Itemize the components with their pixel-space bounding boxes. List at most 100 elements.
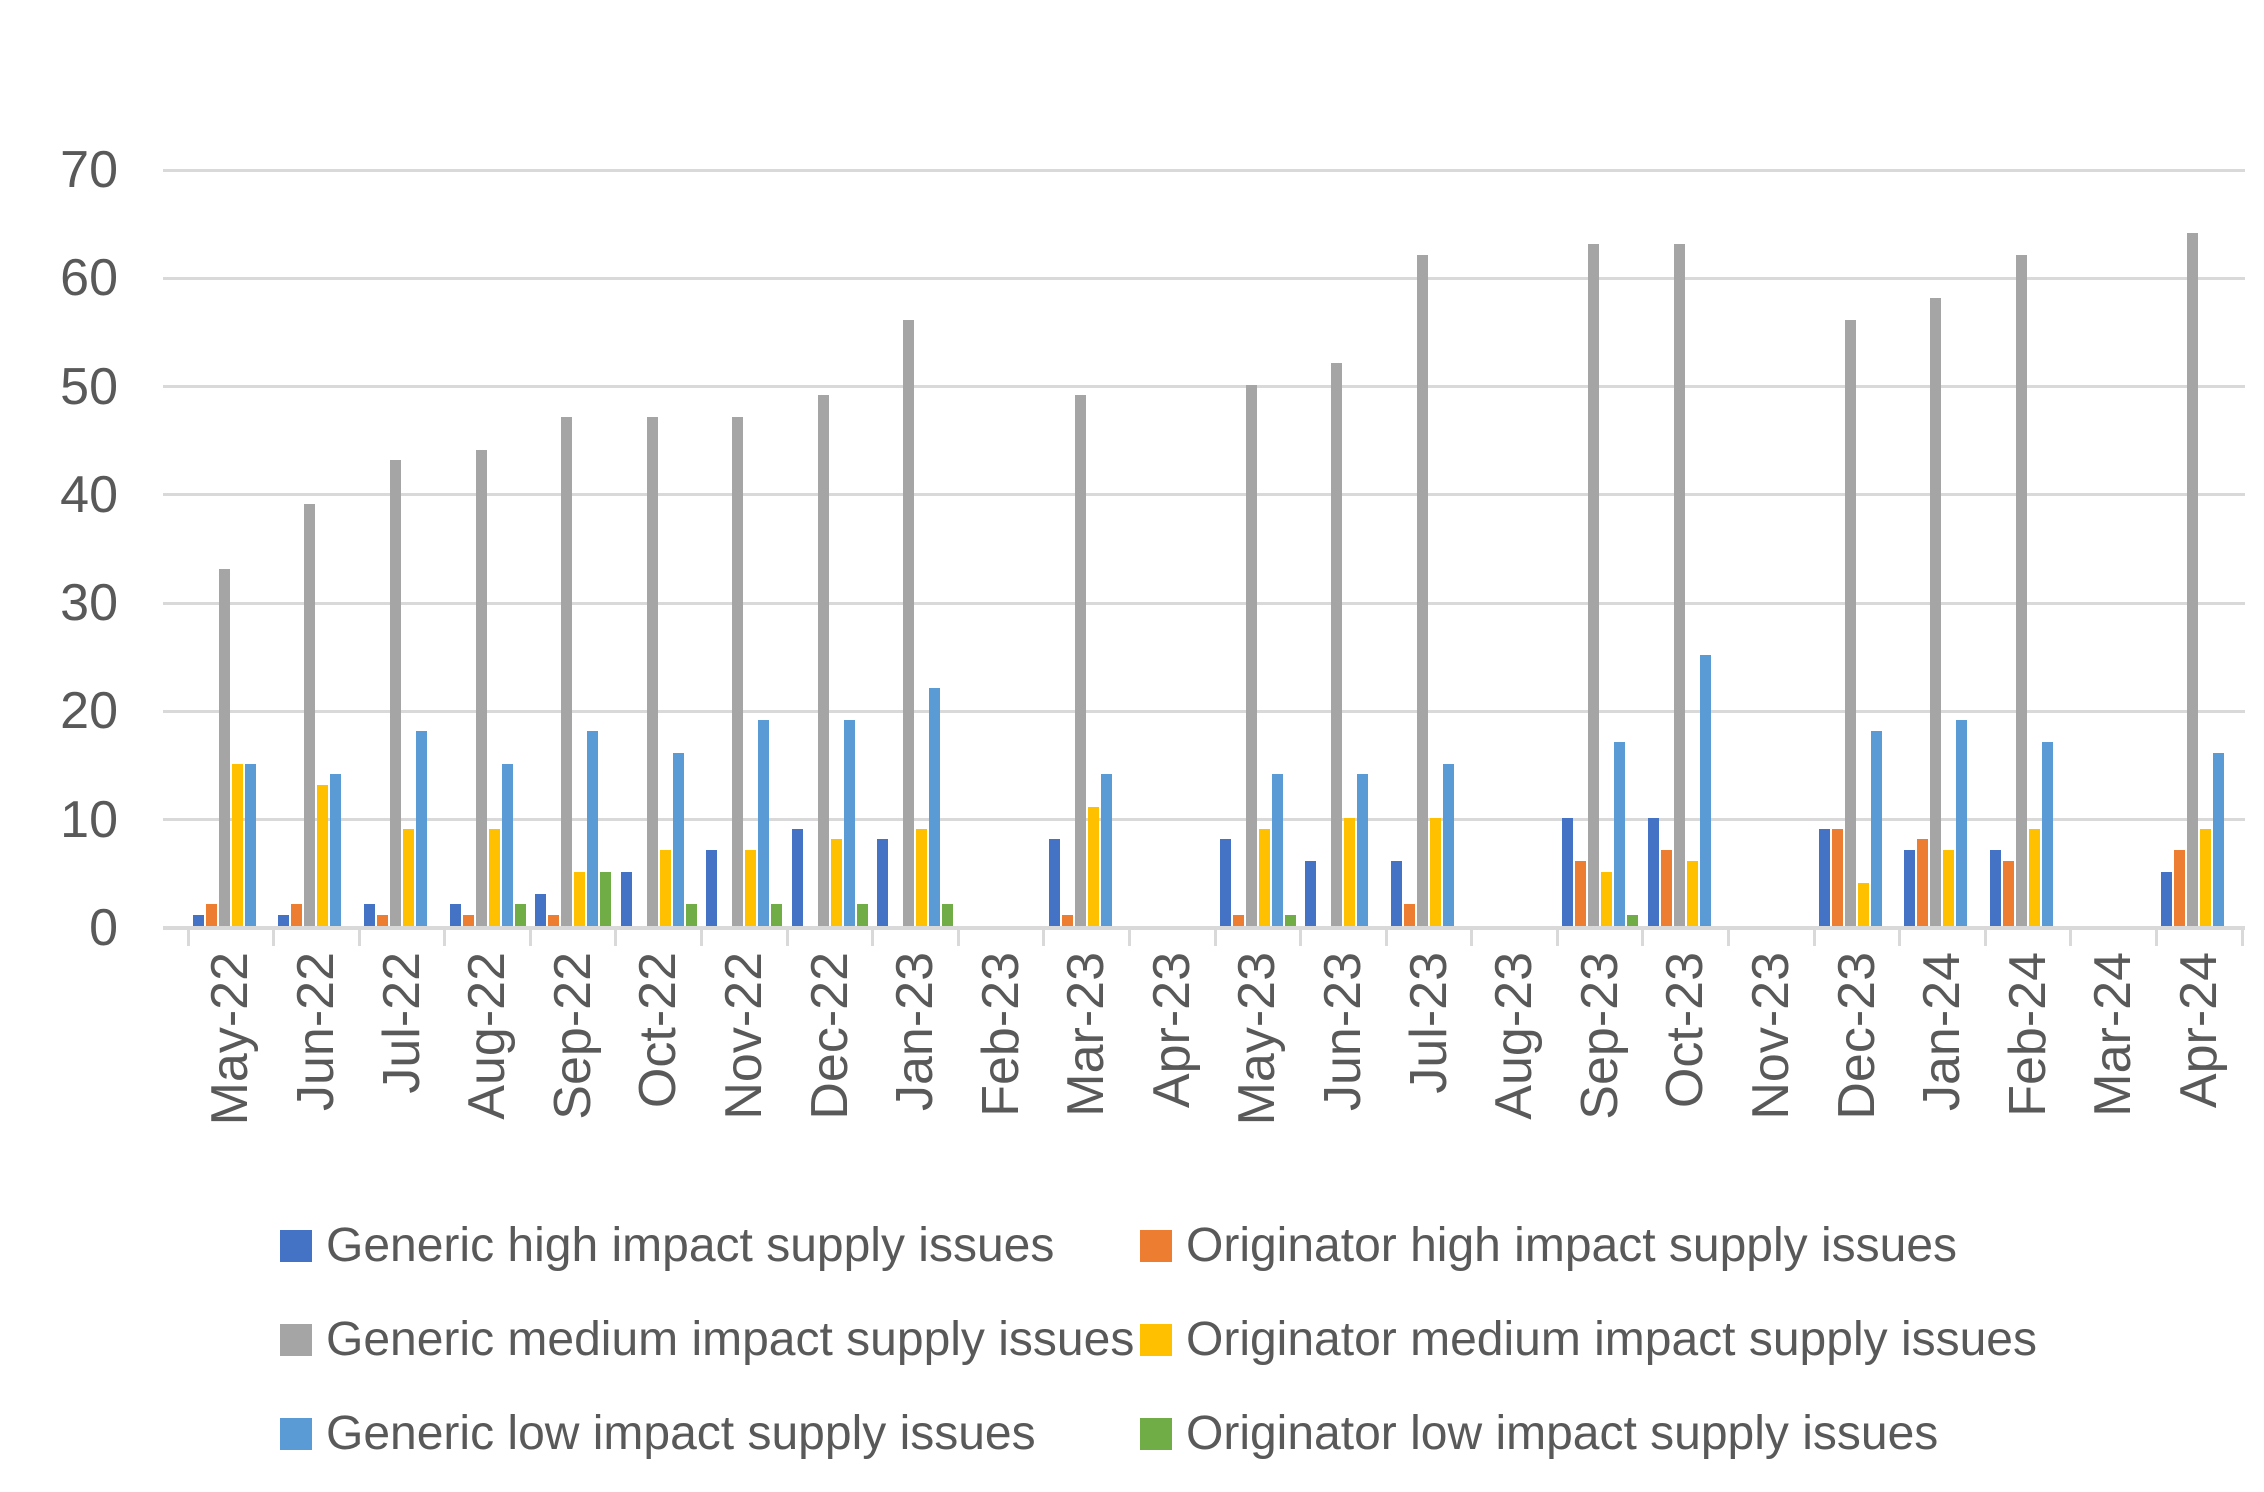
bar-Jun-23-generic-medium-impact-supply-issues — [1331, 362, 1343, 926]
bar-Sep-22-originator-high-impact-supply-issues — [548, 915, 560, 926]
x-axis-label-Dec-22: Dec-22 — [800, 952, 859, 1120]
bar-group-Mar-23 — [1044, 170, 1130, 926]
x-axis-label-slot: Mar-24 — [2071, 952, 2157, 1182]
bar-group-Nov-23 — [1729, 170, 1815, 926]
bar-May-23-generic-high-impact-supply-issues — [1219, 839, 1231, 926]
bar-Sep-22-originator-medium-impact-supply-issues — [574, 871, 586, 926]
bar-group-Feb-23 — [958, 170, 1044, 926]
x-axis-label-slot: Apr-23 — [1129, 952, 1215, 1182]
legend-swatch-icon — [1140, 1324, 1172, 1356]
x-axis-label-Feb-24: Feb-24 — [1998, 952, 2057, 1117]
bar-group-Jun-23 — [1301, 170, 1387, 926]
x-axis-tick — [2069, 930, 2073, 946]
bar-Jun-22-generic-high-impact-supply-issues — [278, 915, 290, 926]
x-axis-label-slot: Feb-24 — [1985, 952, 2071, 1182]
x-axis-label-Jan-23: Jan-23 — [886, 952, 945, 1111]
x-axis-label-slot: Aug-22 — [445, 952, 531, 1182]
bar-Jul-22-generic-high-impact-supply-issues — [363, 904, 375, 926]
bar-Jan-24-generic-high-impact-supply-issues — [1904, 850, 1916, 926]
bar-Dec-23-generic-high-impact-supply-issues — [1818, 828, 1830, 926]
gridline-y20 — [163, 709, 2245, 713]
y-axis-tick-label: 10 — [60, 790, 118, 849]
y-axis-tick-label: 40 — [60, 465, 118, 524]
x-axis-tick — [1641, 930, 1645, 946]
legend-item-generic-medium-impact-supply-issues: Generic medium impact supply issues — [280, 1316, 1140, 1364]
x-axis-label-slot: May-23 — [1215, 952, 1301, 1182]
bar-Jan-23-generic-low-impact-supply-issues — [929, 687, 941, 926]
bar-Sep-22-generic-medium-impact-supply-issues — [561, 417, 573, 926]
bar-Jun-22-generic-low-impact-supply-issues — [330, 774, 342, 926]
bar-group-Nov-22 — [702, 170, 788, 926]
x-axis-tick — [1213, 930, 1217, 946]
chart-legend: Generic high impact supply issues Origina… — [280, 1222, 2037, 1458]
bar-Jan-24-generic-medium-impact-supply-issues — [1930, 297, 1942, 926]
bar-Feb-24-generic-medium-impact-supply-issues — [2016, 254, 2028, 926]
bar-Sep-23-originator-high-impact-supply-issues — [1575, 861, 1587, 926]
bar-Jan-23-originator-low-impact-supply-issues — [942, 904, 954, 926]
bar-Oct-22-generic-high-impact-supply-issues — [620, 871, 632, 926]
y-axis-tick-label: 50 — [60, 357, 118, 416]
x-axis-tick — [614, 930, 618, 946]
x-axis-label-slot: Nov-23 — [1729, 952, 1815, 1182]
bar-Nov-22-originator-medium-impact-supply-issues — [745, 850, 757, 926]
x-axis-label-slot: Jun-23 — [1301, 952, 1387, 1182]
bar-Sep-23-generic-low-impact-supply-issues — [1614, 741, 1626, 926]
bar-Dec-22-originator-low-impact-supply-issues — [856, 904, 868, 926]
gridline-y10 — [163, 818, 2245, 822]
x-axis-tick — [785, 930, 789, 946]
legend-swatch-icon — [1140, 1418, 1172, 1450]
bar-Jul-23-generic-low-impact-supply-issues — [1442, 763, 1454, 926]
bar-group-Jul-22 — [359, 170, 445, 926]
bar-Jul-23-originator-high-impact-supply-issues — [1403, 904, 1415, 926]
x-axis-label-Nov-22: Nov-22 — [714, 952, 773, 1120]
x-axis-tick — [1042, 930, 1046, 946]
bar-Jul-22-originator-medium-impact-supply-issues — [402, 828, 414, 926]
bar-Oct-23-originator-high-impact-supply-issues — [1660, 850, 1672, 926]
bar-group-Aug-22 — [445, 170, 531, 926]
bar-May-22-originator-medium-impact-supply-issues — [231, 763, 243, 926]
x-axis-tick — [1727, 930, 1730, 946]
bar-Mar-23-originator-high-impact-supply-issues — [1061, 915, 1073, 926]
bar-Apr-24-originator-medium-impact-supply-issues — [2200, 828, 2212, 926]
x-axis-label-Sep-22: Sep-22 — [543, 952, 602, 1120]
bar-Jul-23-generic-high-impact-supply-issues — [1390, 861, 1402, 926]
x-axis-label-slot: Jul-23 — [1386, 952, 1472, 1182]
y-axis-tick-label: 70 — [60, 141, 118, 199]
x-axis-label-Jun-22: Jun-22 — [287, 952, 346, 1111]
bar-Dec-23-originator-medium-impact-supply-issues — [1857, 882, 1869, 926]
bar-May-22-generic-high-impact-supply-issues — [192, 915, 204, 926]
legend-item-originator-low-impact-supply-issues: Originator low impact supply issues — [1140, 1410, 2037, 1458]
y-axis-tick-label: 20 — [60, 682, 118, 741]
x-axis-label-slot: Feb-23 — [958, 952, 1044, 1182]
bar-Jun-22-generic-medium-impact-supply-issues — [304, 503, 316, 926]
bar-group-Feb-24 — [1985, 170, 2071, 926]
x-axis-tick — [1555, 930, 1559, 946]
bar-Jul-22-generic-low-impact-supply-issues — [415, 731, 427, 926]
bar-Oct-23-originator-medium-impact-supply-issues — [1686, 861, 1698, 926]
bar-Jun-22-originator-high-impact-supply-issues — [291, 904, 303, 926]
x-axis-label-slot: Jun-22 — [274, 952, 360, 1182]
bar-Sep-23-generic-medium-impact-supply-issues — [1588, 243, 1600, 926]
bar-Aug-22-generic-medium-impact-supply-issues — [475, 449, 487, 926]
bar-May-23-generic-medium-impact-supply-issues — [1245, 384, 1257, 926]
bar-Oct-23-generic-medium-impact-supply-issues — [1673, 243, 1685, 926]
bar-group-Sep-22 — [530, 170, 616, 926]
bar-Sep-22-generic-high-impact-supply-issues — [535, 893, 547, 926]
x-axis-tick — [1470, 930, 1474, 946]
bar-Apr-24-generic-low-impact-supply-issues — [2213, 752, 2225, 926]
x-axis-label-slot: Oct-22 — [616, 952, 702, 1182]
bar-Dec-23-originator-high-impact-supply-issues — [1831, 828, 1843, 926]
x-axis-label-Sep-23: Sep-23 — [1570, 952, 1629, 1120]
bar-May-23-originator-medium-impact-supply-issues — [1258, 828, 1270, 926]
bar-group-Jul-23 — [1386, 170, 1472, 926]
x-axis-tick — [1127, 930, 1131, 946]
x-axis-label-slot: Jan-23 — [873, 952, 959, 1182]
legend-label: Generic low impact supply issues — [326, 1407, 1036, 1460]
legend-swatch-icon — [280, 1418, 312, 1450]
x-axis-label-Jun-23: Jun-23 — [1314, 952, 1373, 1111]
x-axis-label-May-22: May-22 — [201, 952, 260, 1126]
legend-label: Generic medium impact supply issues — [326, 1313, 1135, 1366]
bar-group-Apr-24 — [2156, 170, 2242, 926]
x-axis-line — [163, 926, 2245, 930]
gridline-y50 — [163, 385, 2245, 389]
